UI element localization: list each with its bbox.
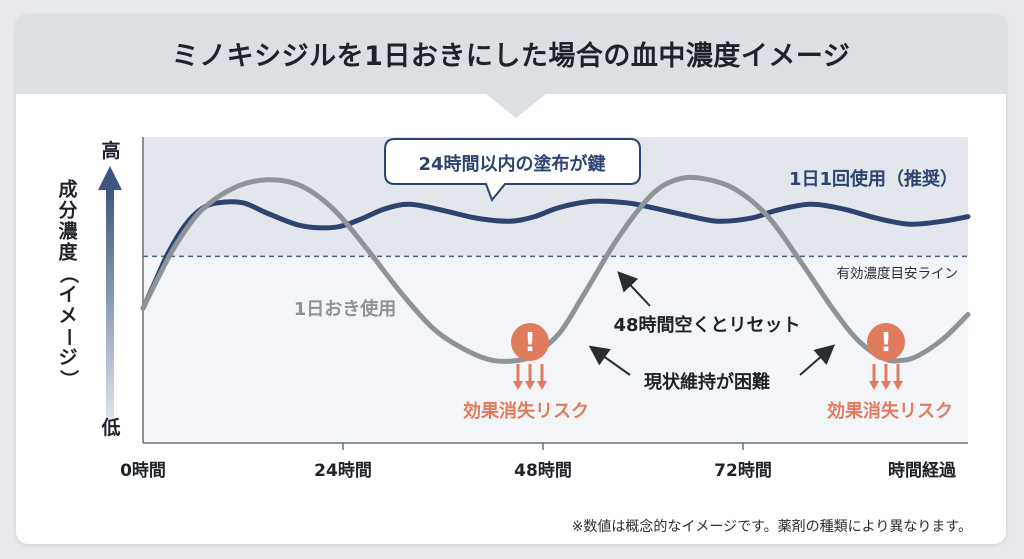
y-axis-title-glyph: ジ [58, 347, 77, 369]
x-tick-label: 時間経過 [888, 460, 957, 481]
y-axis-title-glyph: 成 [58, 178, 77, 201]
y-axis-title-glyph: 度 [58, 241, 78, 264]
series-label-daily: 1日1回使用（推奨） [789, 168, 958, 190]
series-label-alternate: 1日おき使用 [294, 299, 397, 320]
x-tick-label: 72時間 [714, 460, 772, 481]
callout-bubble [384, 138, 641, 202]
threshold-label: 有効濃度目安ライン [837, 266, 959, 282]
risk-label: 効果消失リスク [463, 400, 589, 422]
reset-label: 48時間空くとリセット [613, 314, 800, 336]
chart-title: ミノキシジルを1日おきにした場合の血中濃度イメージ [171, 41, 851, 72]
maintain-arrow-right [799, 344, 836, 376]
down-arrow-head [893, 381, 903, 390]
down-arrow-head [869, 381, 879, 390]
warning-icon [511, 323, 549, 361]
y-axis-arrow-head [98, 166, 122, 190]
y-axis-title-glyph: ） [58, 369, 81, 388]
x-tick-label: 0時間 [120, 460, 166, 481]
series-line-alternate [140, 174, 971, 364]
maintain-difficult-label: 現状維持が困難 [644, 371, 770, 393]
down-arrow-head [525, 381, 535, 390]
risk-marker: ! 効果消失リスク [827, 323, 953, 422]
y-axis-title-glyph: ー [58, 327, 80, 346]
warning-icon [867, 323, 905, 361]
y-axis-title-glyph: 分 [58, 200, 77, 222]
exclamation-glyph: ! [880, 328, 892, 358]
x-tick-label: 24時間 [314, 460, 372, 481]
down-arrow-head [537, 381, 547, 390]
y-axis-title-glyph: 濃 [58, 221, 78, 243]
down-arrow-head [881, 381, 891, 390]
y-axis-title-glyph: （ [58, 264, 81, 283]
down-arrow-head [513, 381, 523, 390]
risk-label: 効果消失リスク [827, 400, 953, 422]
title-banner: ミノキシジルを1日おきにした場合の血中濃度イメージ [16, 14, 1006, 94]
x-tick-label: 48時間 [514, 460, 572, 481]
exclamation-glyph: ! [524, 328, 536, 358]
callout-text: 24時間以内の塗布が鍵 [418, 153, 605, 175]
series-line-daily [140, 198, 971, 311]
y-axis-title-glyph: メ [58, 305, 77, 327]
risk-marker: ! 効果消失リスク [463, 323, 589, 422]
footnote: ※数値は概念的なイメージです。薬剤の種類により異なります。 [571, 519, 972, 535]
title-notch [486, 94, 546, 118]
y-low-label: 低 [100, 416, 120, 439]
y-axis-arrow-shaft [106, 187, 114, 419]
y-axis-title-glyph: イ [58, 284, 77, 306]
reset-arrow [617, 271, 651, 307]
maintain-arrow-left [588, 345, 631, 376]
y-high-label: 高 [101, 139, 120, 162]
